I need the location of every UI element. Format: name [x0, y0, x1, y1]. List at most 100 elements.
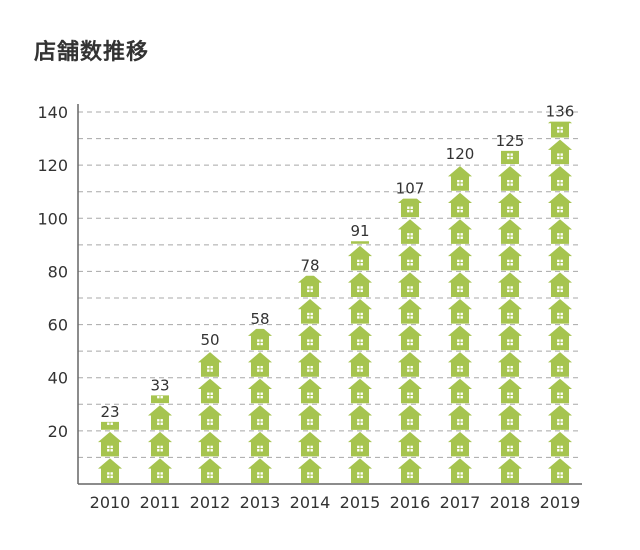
- house-window: [410, 419, 413, 422]
- house-shape: [498, 166, 522, 191]
- house-icon: [448, 378, 472, 404]
- house-icon: [248, 431, 272, 457]
- house-window: [560, 289, 563, 293]
- house-icon: [398, 458, 422, 483]
- house-window: [410, 312, 413, 316]
- house-shape: [448, 272, 472, 297]
- house-window: [360, 422, 363, 425]
- house-window: [560, 472, 563, 475]
- house-window: [407, 209, 410, 213]
- house-icon: [448, 352, 472, 377]
- house-window: [560, 206, 563, 209]
- house-window: [557, 209, 560, 213]
- house-shape: [398, 431, 422, 457]
- house-window: [410, 263, 413, 266]
- house-window: [460, 259, 463, 263]
- house-icon: [498, 192, 522, 218]
- house-shape: [198, 352, 222, 377]
- house-window: [360, 472, 363, 475]
- house-window: [557, 365, 560, 369]
- house-icon: [198, 431, 222, 457]
- house-window: [410, 392, 413, 395]
- house-window: [360, 392, 363, 395]
- house-shape: [548, 245, 572, 271]
- house-window: [360, 419, 363, 422]
- house-icon: [398, 431, 422, 457]
- house-window: [457, 316, 460, 319]
- house-icon: [548, 405, 572, 430]
- house-window: [460, 209, 463, 213]
- house-window: [557, 126, 560, 130]
- house-icon: [101, 421, 119, 430]
- house-window: [157, 449, 160, 452]
- y-tick-label: 20: [48, 422, 68, 441]
- house-shape: [498, 245, 522, 271]
- house-window: [457, 419, 460, 422]
- house-shape: [298, 299, 322, 324]
- house-window: [560, 236, 563, 239]
- house-shape: [298, 458, 322, 483]
- house-shape: [548, 431, 572, 457]
- house-shape: [448, 192, 472, 218]
- house-window: [160, 422, 163, 425]
- house-window: [557, 206, 560, 209]
- house-window: [460, 312, 463, 316]
- house-window: [557, 472, 560, 475]
- house-window: [260, 475, 263, 479]
- house-window: [107, 475, 110, 479]
- house-window: [510, 472, 513, 475]
- house-window: [507, 236, 510, 239]
- house-window: [507, 342, 510, 346]
- house-window: [460, 449, 463, 452]
- house-window: [457, 369, 460, 372]
- house-window: [407, 339, 410, 342]
- house-shape: [448, 166, 472, 191]
- house-window: [207, 445, 210, 449]
- house-shape: [198, 458, 222, 483]
- house-window: [457, 233, 460, 236]
- house-icon: [348, 245, 372, 271]
- house-shape: [148, 405, 172, 430]
- house-window: [557, 233, 560, 236]
- house-window: [460, 286, 463, 289]
- house-icon: [298, 325, 322, 351]
- house-window: [507, 179, 510, 183]
- house-window: [460, 422, 463, 425]
- house-window: [360, 342, 363, 346]
- house-window: [307, 475, 310, 479]
- house-window: [507, 449, 510, 452]
- house-window: [560, 263, 563, 266]
- house-window: [260, 395, 263, 399]
- house-window: [460, 392, 463, 395]
- house-window: [260, 392, 263, 395]
- house-window: [457, 395, 460, 399]
- house-icon: [348, 299, 372, 324]
- house-window: [207, 422, 210, 425]
- house-window: [410, 233, 413, 236]
- house-window: [560, 395, 563, 399]
- house-window: [410, 475, 413, 479]
- house-icon: [398, 272, 422, 297]
- house-window: [460, 475, 463, 479]
- house-window: [307, 472, 310, 475]
- house-shape: [248, 458, 272, 483]
- house-window: [457, 339, 460, 342]
- house-window: [307, 286, 310, 289]
- house-icon: [498, 245, 522, 271]
- house-window: [460, 339, 463, 342]
- house-shape: [548, 378, 572, 404]
- house-window: [407, 419, 410, 422]
- house-window: [110, 422, 113, 425]
- house-shape: [448, 219, 472, 244]
- house-window: [460, 183, 463, 186]
- house-shape: [501, 150, 519, 165]
- house-shape: [348, 325, 372, 351]
- house-window: [207, 365, 210, 369]
- bar-2019: [548, 121, 572, 483]
- house-window: [110, 475, 113, 479]
- data-label: 23: [100, 403, 119, 421]
- house-window: [557, 449, 560, 452]
- house-window: [257, 445, 260, 449]
- house-window: [257, 419, 260, 422]
- house-shape: [348, 352, 372, 377]
